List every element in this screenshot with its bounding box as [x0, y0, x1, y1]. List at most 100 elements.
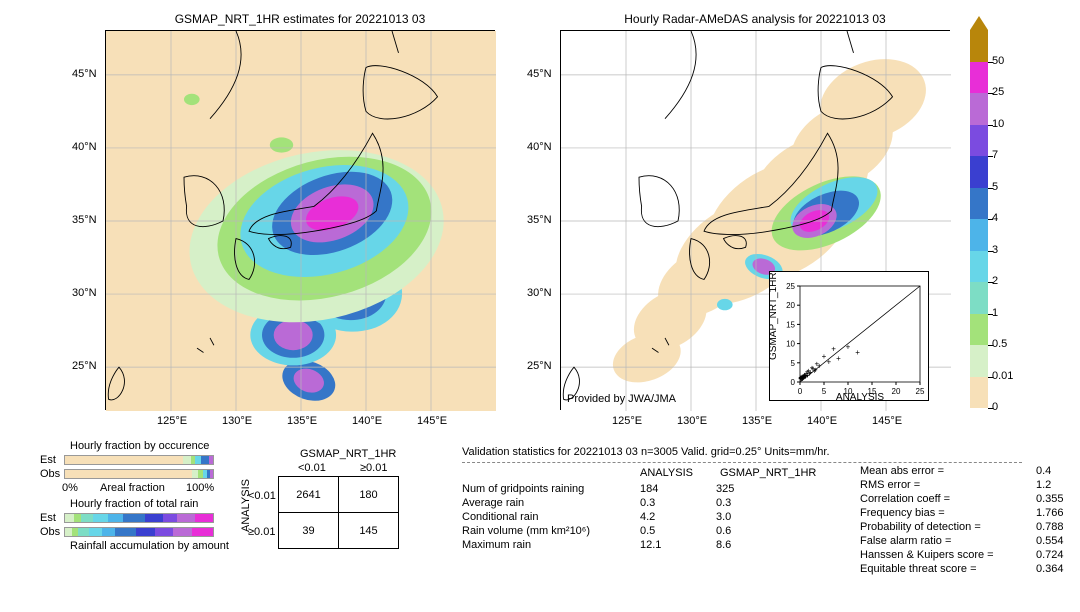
val-left-row: Num of gridpoints raining 184 325 — [462, 482, 796, 496]
bar-stack — [64, 455, 214, 465]
svg-text:0: 0 — [791, 378, 796, 387]
pct-0-label: 0% — [62, 482, 78, 494]
lat-tick: 40°N — [72, 141, 97, 153]
bar-seg — [136, 528, 155, 536]
val-left-v0: 4.2 — [640, 510, 716, 524]
colorbar-tick: 1 — [992, 307, 998, 319]
validation-title: Validation statistics for 20221013 03 n=… — [462, 446, 830, 458]
colorbar-tick: 2 — [992, 275, 998, 287]
lon-tick: 130°E — [677, 415, 707, 427]
val-left-label: Rain volume (mm km²10⁶) — [462, 524, 640, 538]
ctable-col1: ≥0.01 — [360, 462, 387, 474]
val-left-row: Maximum rain 12.1 8.6 — [462, 538, 796, 552]
bar-seg — [65, 470, 192, 478]
val-right-value: 0.554 — [1036, 534, 1064, 548]
colorbar-seg — [970, 30, 988, 62]
colorbar-seg — [970, 251, 988, 283]
val-left-label: Num of gridpoints raining — [462, 482, 640, 496]
bar-row-label: Obs — [40, 526, 64, 538]
colorbar-seg — [970, 93, 988, 125]
lat-tick: 35°N — [72, 214, 97, 226]
val-right-row: Equitable threat score = 0.364 — [860, 562, 1064, 576]
colorbar-seg — [970, 219, 988, 251]
val-colh-0: ANALYSIS — [640, 466, 720, 480]
bar-seg — [177, 514, 195, 522]
colorbar-seg — [970, 125, 988, 157]
bar-stack — [64, 469, 214, 479]
val-left-row: Average rain 0.3 0.3 — [462, 496, 796, 510]
ctable-cell-11: 145 — [339, 513, 399, 549]
data-credit: Provided by JWA/JMA — [567, 393, 676, 405]
inset-ylabel: GSMAP_NRT_1HR — [768, 272, 779, 360]
colorbar-seg — [970, 62, 988, 94]
val-right-row: Correlation coeff = 0.355 — [860, 492, 1064, 506]
pct-100-label: 100% — [186, 482, 214, 494]
val-right-value: 0.724 — [1036, 548, 1064, 562]
val-left-v0: 184 — [640, 482, 716, 496]
val-right-row: Hanssen & Kuipers score = 0.724 — [860, 548, 1064, 562]
bar-seg — [123, 514, 145, 522]
lat-tick: 25°N — [527, 360, 552, 372]
bar-seg — [65, 528, 72, 536]
colorbar-tick: 7 — [992, 149, 998, 161]
val-right-label: Hanssen & Kuipers score = — [860, 548, 1036, 562]
val-right-label: Probability of detection = — [860, 520, 1036, 534]
ctable-cell-10: 39 — [279, 513, 339, 549]
bar-seg — [173, 528, 192, 536]
svg-text:25: 25 — [916, 387, 925, 396]
bar-row-label: Est — [40, 512, 64, 524]
colorbar-seg — [970, 188, 988, 220]
ctable-cell-00: 2641 — [279, 477, 339, 513]
colorbar-tick: 0.01 — [992, 370, 1013, 382]
lon-tick: 130°E — [222, 415, 252, 427]
bar-seg — [163, 514, 178, 522]
svg-text:20: 20 — [892, 387, 901, 396]
scatter-inset: +++++++++++++++++++++++++++++++++++++ 05… — [769, 271, 929, 401]
bar-row-label: Est — [40, 454, 64, 466]
val-right-label: Mean abs error = — [860, 464, 1036, 478]
bar-seg — [192, 528, 213, 536]
bar-seg — [78, 528, 88, 536]
lat-tick: 45°N — [527, 68, 552, 80]
colorbar-tick: 5 — [992, 181, 998, 193]
inset-xlabel: ANALYSIS — [836, 392, 884, 402]
ctable-cell-01: 180 — [339, 477, 399, 513]
val-right-label: False alarm ratio = — [860, 534, 1036, 548]
bar-seg — [210, 470, 213, 478]
val-right-value: 0.4 — [1036, 464, 1051, 478]
right-map-panel: +++++++++++++++++++++++++++++++++++++ 05… — [560, 30, 950, 410]
svg-text:5: 5 — [791, 359, 796, 368]
svg-text:5: 5 — [822, 387, 827, 396]
right-map-title: Hourly Radar-AMeDAS analysis for 2022101… — [560, 12, 950, 26]
lon-tick: 125°E — [157, 415, 187, 427]
bar-seg — [65, 456, 183, 464]
bar-seg — [108, 514, 123, 522]
contingency-table: 2641 180 39 145 — [278, 476, 399, 549]
colorbar-seg — [970, 282, 988, 314]
lon-tick: 140°E — [352, 415, 382, 427]
val-left-label: Maximum rain — [462, 538, 640, 552]
val-left-v0: 0.3 — [640, 496, 716, 510]
val-right-label: Correlation coeff = — [860, 492, 1036, 506]
colorbar-tick: 10 — [992, 118, 1004, 130]
colorbar-tick: 4 — [992, 212, 998, 224]
bar-seg — [81, 514, 93, 522]
val-left-v1: 0.3 — [716, 496, 796, 510]
val-right-value: 0.355 — [1036, 492, 1064, 506]
ctable-row0: <0.01 — [248, 490, 276, 502]
lon-tick: 135°E — [287, 415, 317, 427]
bar-seg — [155, 528, 173, 536]
lon-tick: 125°E — [612, 415, 642, 427]
bar-stack — [64, 513, 214, 523]
ctable-row1: ≥0.01 — [248, 526, 275, 538]
colorbar-tick: 0.5 — [992, 338, 1007, 350]
lat-tick: 35°N — [527, 214, 552, 226]
lon-tick: 135°E — [742, 415, 772, 427]
total-rain-title: Hourly fraction of total rain — [70, 498, 198, 510]
val-left-v1: 0.6 — [716, 524, 796, 538]
colorbar-over-triangle — [970, 16, 988, 30]
val-left-v0: 12.1 — [640, 538, 716, 552]
occurrence-title: Hourly fraction by occurence — [70, 440, 209, 452]
svg-text:10: 10 — [786, 340, 795, 349]
svg-text:25: 25 — [786, 282, 795, 291]
